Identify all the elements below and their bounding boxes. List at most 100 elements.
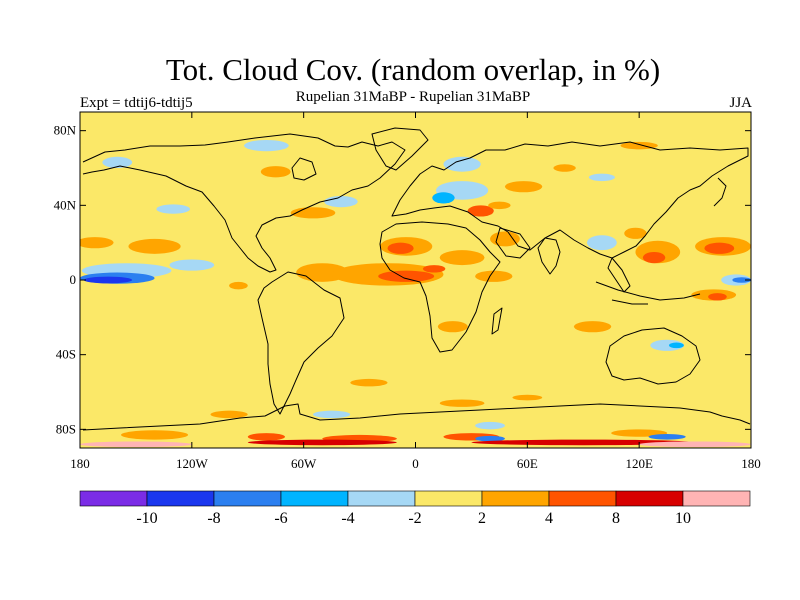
latitude-axis: 80N 40N 0 40S 80S bbox=[54, 123, 751, 436]
anomaly-region bbox=[260, 166, 291, 178]
anomaly-region bbox=[247, 439, 397, 446]
lat-tick-label: 80S bbox=[56, 421, 76, 436]
coastline-arabia bbox=[495, 227, 531, 259]
anomaly-region bbox=[588, 173, 615, 182]
colorbar-swatch bbox=[481, 490, 550, 507]
anomaly-region bbox=[439, 250, 485, 266]
colorbar-label: -6 bbox=[274, 510, 287, 527]
coastline-japan bbox=[713, 177, 727, 207]
anomaly-region bbox=[732, 277, 751, 283]
anomaly-region bbox=[650, 339, 684, 351]
anomaly-region bbox=[488, 201, 511, 210]
coastline-madagascar bbox=[491, 307, 503, 335]
colorbar-swatch bbox=[414, 490, 483, 507]
coastline-eurasia bbox=[391, 141, 749, 259]
coastline-hudson-bay bbox=[291, 157, 317, 181]
lon-tick-label: 0 bbox=[412, 456, 419, 471]
anomaly-region bbox=[668, 342, 684, 349]
anomaly-region bbox=[121, 430, 189, 440]
anomaly-region bbox=[128, 238, 181, 254]
anomaly-region bbox=[80, 441, 192, 448]
anomaly-region bbox=[378, 270, 435, 282]
lat-tick-label: 40S bbox=[56, 347, 76, 362]
anomaly-region bbox=[624, 227, 647, 239]
anomaly-region bbox=[642, 252, 666, 264]
coastline-greenland bbox=[371, 127, 429, 171]
colorbar-swatch bbox=[213, 490, 282, 507]
colorbar-label: -2 bbox=[408, 510, 421, 527]
coastline-india bbox=[537, 237, 561, 275]
anomaly-region bbox=[573, 321, 612, 333]
anomaly-region bbox=[704, 242, 735, 254]
anomaly-region bbox=[467, 205, 494, 217]
anomaly-regions bbox=[80, 140, 751, 448]
coastline-africa bbox=[379, 221, 501, 353]
anomaly-region bbox=[553, 164, 576, 172]
colorbar-swatch bbox=[79, 490, 148, 507]
anomaly-region bbox=[443, 156, 481, 172]
map-subtitle: Rupelian 31MaBP - Rupelian 31MaBP bbox=[295, 89, 531, 105]
anomaly-region bbox=[83, 276, 133, 284]
lon-tick-label: 180 bbox=[70, 456, 90, 471]
lon-tick-label: 180 bbox=[741, 456, 761, 471]
anomaly-region bbox=[432, 192, 455, 204]
coastline-antarctica bbox=[82, 403, 751, 431]
lon-tick-label: 60E bbox=[517, 456, 538, 471]
anomaly-region bbox=[312, 410, 351, 419]
experiment-label: Expt = tdtij6-tdtij5 bbox=[80, 95, 193, 111]
anomaly-region bbox=[102, 156, 133, 168]
anomaly-region bbox=[80, 237, 114, 249]
colorbar-label: -10 bbox=[136, 510, 157, 527]
anomaly-region bbox=[244, 140, 289, 152]
anomaly-region bbox=[620, 141, 658, 150]
anomaly-region bbox=[490, 231, 520, 247]
colorbar-swatch bbox=[548, 490, 617, 507]
colorbar-swatch bbox=[347, 490, 416, 507]
lon-tick-label: 120E bbox=[625, 456, 653, 471]
anomaly-region bbox=[504, 181, 543, 193]
anomaly-region bbox=[169, 259, 215, 271]
colorbar-swatch bbox=[615, 490, 684, 507]
colorbar-swatch bbox=[682, 490, 751, 507]
anomaly-region bbox=[229, 281, 248, 290]
coastline-south-america bbox=[257, 271, 345, 415]
colorbar-label: 10 bbox=[675, 510, 691, 527]
colorbar-label: -4 bbox=[341, 510, 354, 527]
colorbar: -10 -8 -6 -4 -2 2 4 8 10 bbox=[79, 490, 751, 527]
longitude-axis: 180 120W 60W 0 60E 120E 180 bbox=[70, 112, 761, 471]
coastlines bbox=[82, 127, 751, 431]
anomaly-region bbox=[387, 242, 414, 254]
lat-tick-label: 0 bbox=[70, 272, 77, 287]
anomaly-region bbox=[475, 270, 513, 282]
colorbar-label: 4 bbox=[545, 510, 553, 527]
anomaly-region bbox=[586, 235, 617, 251]
coastline-australia bbox=[605, 327, 701, 385]
anomaly-region bbox=[708, 293, 727, 301]
map-title: Tot. Cloud Cov. (random overlap, in %) bbox=[165, 52, 661, 87]
anomaly-region bbox=[439, 399, 485, 407]
anomaly-region bbox=[512, 394, 543, 401]
anomaly-region bbox=[648, 434, 686, 440]
lon-tick-label: 120W bbox=[176, 456, 209, 471]
anomaly-region bbox=[475, 435, 505, 442]
colorbar-swatch bbox=[146, 490, 215, 507]
anomaly-region bbox=[210, 410, 248, 419]
colorbar-label: -8 bbox=[207, 510, 220, 527]
anomaly-region bbox=[247, 433, 286, 441]
anomaly-region bbox=[350, 378, 388, 387]
colorbar-label: 8 bbox=[612, 510, 620, 527]
lon-tick-label: 60W bbox=[291, 456, 317, 471]
anomaly-region bbox=[324, 196, 358, 208]
anomaly-region bbox=[475, 421, 505, 430]
coastline-indonesia bbox=[595, 281, 701, 305]
anomaly-region bbox=[611, 429, 668, 437]
coastline-north-america bbox=[82, 133, 406, 273]
anomaly-region bbox=[422, 265, 446, 273]
lat-tick-label: 40N bbox=[54, 197, 77, 212]
season-label: JJA bbox=[729, 95, 752, 111]
colorbar-label: 2 bbox=[478, 510, 486, 527]
colorbar-swatch bbox=[280, 490, 349, 507]
lat-tick-label: 80N bbox=[54, 123, 77, 138]
anomaly-region bbox=[639, 441, 751, 448]
